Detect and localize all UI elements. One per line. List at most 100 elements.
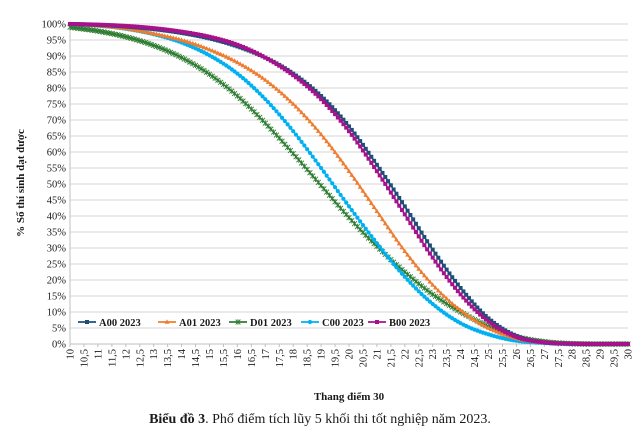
legend-swatch-marker xyxy=(164,319,170,324)
data-point xyxy=(422,234,427,239)
data-point xyxy=(425,297,430,302)
data-point xyxy=(407,255,413,261)
data-point xyxy=(410,259,416,264)
data-point xyxy=(433,285,438,290)
data-point xyxy=(433,251,438,256)
data-point xyxy=(344,121,349,125)
data-point xyxy=(352,211,357,217)
series-lines xyxy=(67,21,631,347)
data-point xyxy=(542,340,547,345)
x-tick-label: 20,5 xyxy=(358,349,369,367)
data-point xyxy=(327,105,332,110)
data-point xyxy=(179,37,184,42)
data-point xyxy=(383,181,388,186)
data-point xyxy=(531,338,536,343)
data-point xyxy=(450,275,455,280)
data-point xyxy=(321,96,326,101)
data-point xyxy=(480,315,485,320)
data-point xyxy=(299,79,304,84)
data-point xyxy=(517,335,522,340)
data-point xyxy=(313,158,318,163)
data-point xyxy=(338,192,343,198)
data-point xyxy=(422,294,427,299)
data-point xyxy=(134,24,139,29)
data-point xyxy=(313,125,318,130)
data-point xyxy=(589,341,594,346)
data-point xyxy=(156,32,162,37)
data-point xyxy=(333,108,338,113)
data-point xyxy=(488,326,494,332)
data-point xyxy=(209,73,216,79)
data-point xyxy=(382,220,388,226)
data-point xyxy=(360,148,365,153)
x-tick-label: 26,5 xyxy=(526,349,537,367)
data-point xyxy=(349,127,354,132)
data-point xyxy=(432,293,439,300)
data-point xyxy=(355,215,360,220)
data-point xyxy=(257,52,262,57)
data-point xyxy=(282,118,287,124)
x-tick-label: 18,5 xyxy=(303,349,314,367)
data-point xyxy=(349,208,354,213)
data-point xyxy=(418,283,425,289)
data-point xyxy=(315,128,321,133)
data-point xyxy=(380,170,385,175)
data-point xyxy=(301,112,307,118)
data-point xyxy=(226,86,232,92)
data-point xyxy=(556,341,561,346)
data-point xyxy=(221,52,226,58)
data-point xyxy=(321,135,327,140)
data-point xyxy=(383,174,388,179)
data-point xyxy=(151,31,157,36)
data-point xyxy=(305,81,310,86)
data-point xyxy=(486,316,491,321)
data-point xyxy=(148,30,154,35)
data-point xyxy=(260,75,265,80)
data-point xyxy=(240,62,246,68)
x-tick-label: 11 xyxy=(93,349,104,359)
data-point xyxy=(427,251,432,256)
data-point xyxy=(254,88,260,93)
x-tick-label: 14,5 xyxy=(191,349,202,367)
data-point xyxy=(93,22,98,27)
data-point xyxy=(385,224,391,230)
data-point xyxy=(408,221,413,226)
data-point xyxy=(388,258,393,263)
data-point xyxy=(372,158,377,163)
x-axis-title: Thang điểm 30 xyxy=(314,391,385,403)
data-point xyxy=(372,165,377,170)
data-point xyxy=(430,247,435,252)
data-point xyxy=(402,204,407,209)
data-point xyxy=(391,233,397,238)
data-point xyxy=(595,341,600,346)
x-tick-label: 25 xyxy=(484,349,495,360)
data-point xyxy=(126,24,131,29)
data-point xyxy=(123,23,128,28)
data-point xyxy=(81,22,86,27)
data-point xyxy=(416,280,422,287)
data-point xyxy=(310,154,315,159)
data-point xyxy=(598,342,603,346)
data-point xyxy=(614,342,619,346)
data-point xyxy=(419,230,424,235)
y-tick-label: 60% xyxy=(47,148,67,159)
data-point xyxy=(246,66,251,71)
data-point xyxy=(178,54,185,61)
data-point xyxy=(285,96,291,101)
data-point xyxy=(363,192,369,197)
data-point xyxy=(469,304,474,309)
data-point xyxy=(330,109,335,114)
data-point xyxy=(237,61,243,66)
data-point xyxy=(285,69,290,74)
data-point xyxy=(341,196,346,201)
data-point xyxy=(299,109,304,115)
data-point xyxy=(570,341,575,346)
x-tick-label: 16 xyxy=(233,349,244,360)
data-point xyxy=(416,266,422,271)
y-tick-label: 95% xyxy=(47,36,67,47)
y-tick-label: 5% xyxy=(52,324,66,335)
data-point xyxy=(170,35,176,40)
data-point xyxy=(176,36,182,42)
data-point xyxy=(371,204,377,209)
data-point xyxy=(396,241,402,246)
